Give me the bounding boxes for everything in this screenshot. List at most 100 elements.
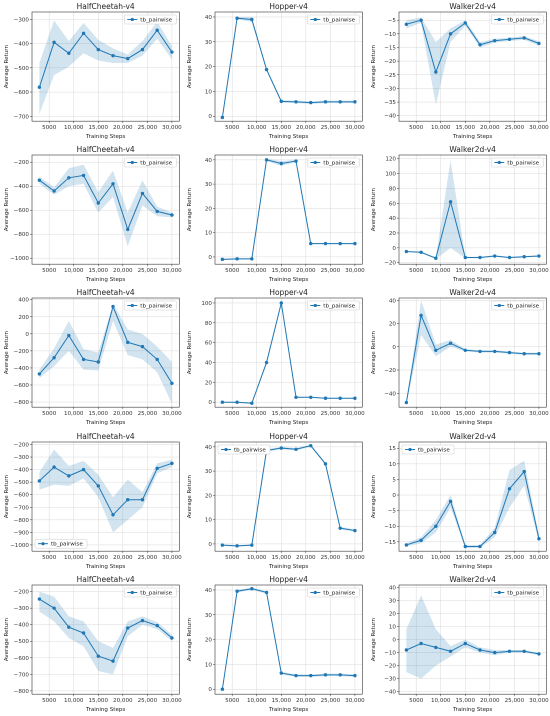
x-tick-label: 10,000: [431, 412, 451, 418]
chart-title: HalfCheetah-v4: [77, 288, 135, 297]
data-point: [67, 51, 71, 55]
y-tick-label: −700: [14, 505, 30, 511]
legend-box: [124, 301, 177, 311]
y-tick-label: −400: [14, 623, 30, 629]
y-tick-label: −400: [14, 366, 30, 372]
x-tick-label: 25,000: [321, 268, 341, 274]
x-tick-label: 5000: [409, 698, 424, 704]
plot-frame: [31, 584, 180, 695]
y-tick-label: 0: [209, 114, 213, 120]
y-tick-label: 0: [392, 345, 396, 351]
y-tick-label: −300: [14, 17, 30, 23]
x-tick-label: 20,000: [480, 125, 500, 131]
y-tick-label: −700: [14, 672, 30, 678]
plot-frame: [31, 298, 180, 408]
data-point: [536, 651, 541, 656]
y-tick-label: 0: [209, 687, 213, 693]
x-tick-label: 15,000: [89, 698, 109, 704]
y-tick-label: 10: [388, 461, 396, 467]
y-tick-label: −200: [14, 160, 30, 166]
data-point: [309, 443, 313, 447]
confidence-band: [405, 160, 539, 260]
legend-marker: [41, 541, 45, 545]
legend-box: [490, 157, 544, 168]
data-point: [309, 242, 313, 246]
data-point: [170, 381, 174, 386]
y-tick-label: −300: [14, 606, 30, 612]
chart-svg: Hopper-v4 5000 10,000 15,000 20,000 25,000 30,…: [187, 2, 365, 140]
data-point: [522, 469, 526, 473]
data-point: [235, 16, 240, 20]
data-point: [492, 530, 497, 534]
y-tick-label: −1000: [10, 543, 29, 549]
y-tick-label: 100: [202, 301, 213, 307]
x-tick-label: 10,000: [247, 125, 267, 131]
legend: tb_pairwise: [124, 587, 177, 598]
legend: tb_pairwise: [490, 587, 544, 598]
data-point: [433, 645, 438, 649]
y-tick-label: 40: [388, 299, 396, 305]
y-tick-label: −500: [14, 639, 30, 645]
x-axis-label: Training Steps: [452, 421, 492, 427]
x-tick-label: 30,000: [162, 125, 182, 131]
data-point: [37, 85, 42, 89]
data-point: [404, 648, 408, 652]
y-tick-label: 0: [25, 332, 29, 338]
data-point: [140, 47, 145, 52]
legend-box: [34, 538, 88, 549]
y-tick-label: 5: [392, 477, 396, 483]
data-point: [155, 209, 159, 214]
y-tick-label: 100: [385, 172, 396, 178]
y-tick-label: −800: [14, 689, 30, 695]
x-tick-label: 30,000: [345, 125, 365, 131]
data-point: [126, 626, 130, 630]
x-tick-label: 15,000: [455, 698, 475, 704]
y-tick-label: −20: [384, 368, 396, 374]
x-tick-label: 5000: [42, 412, 57, 418]
y-tick-label: −800: [14, 232, 30, 238]
y-axis-label: Average Return: [187, 188, 193, 232]
legend-label: tb_pairwise: [418, 447, 450, 453]
legend-marker: [497, 17, 501, 22]
x-axis-label: Training Steps: [268, 421, 308, 427]
plot-frame: [31, 11, 180, 122]
y-tick-label: −40: [384, 689, 396, 695]
data-point: [338, 672, 343, 677]
legend-box: [218, 444, 271, 454]
data-point: [96, 201, 100, 205]
data-point: [37, 372, 42, 377]
y-tick-label: −200: [14, 442, 30, 448]
x-tick-label: 5000: [409, 555, 424, 561]
legend-label: tb_pairwise: [324, 161, 356, 167]
y-tick-label: −600: [14, 208, 30, 214]
x-tick-label: 5000: [42, 125, 57, 131]
legend-label: tb_pairwise: [140, 161, 172, 167]
data-point: [353, 673, 357, 678]
data-point: [265, 67, 269, 72]
y-tick-label: −800: [14, 400, 30, 406]
series-line: [39, 175, 173, 232]
y-tick-label: 80: [388, 187, 396, 193]
y-tick-label: −600: [14, 90, 30, 96]
x-tick-label: 25,000: [504, 698, 524, 704]
data-point: [111, 512, 115, 517]
y-tick-label: −5: [387, 508, 396, 514]
data-point: [404, 250, 408, 254]
x-tick-label: 20,000: [113, 555, 133, 561]
plot-frame: [215, 441, 363, 552]
data-point: [170, 461, 174, 465]
chart-svg: Hopper-v4 5000 10,000 15,000 20,000 25,000 30,…: [187, 432, 365, 570]
data-point: [111, 659, 115, 663]
data-point: [477, 350, 482, 354]
x-tick-label: 10,000: [247, 698, 267, 704]
x-tick-label: 20,000: [480, 268, 500, 274]
x-tick-label: 20,000: [480, 412, 500, 418]
data-point: [324, 242, 328, 246]
x-tick-label: 20,000: [296, 412, 316, 418]
series-line: [38, 305, 173, 384]
plot-frame: [215, 298, 363, 408]
chart-svg: HalfCheetah-v4 5000 10,000 15,000 20,000 25,0…: [4, 432, 182, 570]
chart-svg: HalfCheetah-v4 5000 10,000 15,000 20,000 25,0…: [4, 145, 182, 283]
confidence-band: [405, 595, 539, 679]
chart-panel: Hopper-v4 5000 10,000 15,000 20,000 25,000 30,…: [183, 0, 366, 143]
